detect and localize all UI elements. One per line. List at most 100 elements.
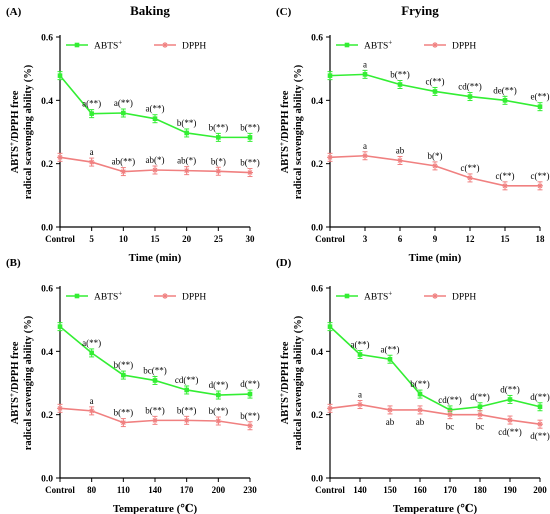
x-tick-label: 160 — [413, 485, 427, 495]
legend-marker — [432, 42, 438, 48]
data-label: b(**) — [240, 158, 260, 168]
x-tick-label: 9 — [433, 234, 438, 244]
y-tick-label: 0.6 — [311, 285, 323, 295]
legend-label-text: ABTS — [94, 42, 118, 52]
legend-label: DPPH — [452, 42, 476, 52]
data-point — [247, 422, 253, 429]
data-label: b(**) — [390, 70, 410, 80]
data-point — [362, 72, 368, 77]
x-tick-label: 200 — [212, 485, 226, 495]
data-label: b(**) — [114, 360, 134, 370]
data-label: d(**) — [530, 431, 550, 441]
data-point — [247, 391, 253, 397]
x-tick-label: 5 — [89, 234, 94, 244]
y-axis-label-sup: + — [278, 142, 286, 146]
x-tick-label: 20 — [182, 234, 192, 244]
data-point — [362, 152, 368, 159]
legend-label-sup: + — [118, 290, 122, 298]
y-axis-label-line1-rest: /DPPH free — [10, 341, 21, 394]
x-tick-label: 15 — [151, 234, 161, 244]
data-point — [152, 378, 158, 383]
data-point — [477, 404, 483, 410]
data-label: b(**) — [410, 379, 430, 389]
legend-label: ABTS+ — [94, 39, 122, 52]
chart-panel-3: (B) 0.0 0.2 0.4 0.6 Control 80 110 140 170 200 230 T… — [6, 257, 260, 514]
data-point — [507, 417, 513, 424]
data-point — [477, 411, 483, 418]
y-axis-label-line1: ABTS — [280, 397, 291, 425]
data-point — [152, 167, 158, 173]
y-axis-label-line1-rest: /DPPH free — [280, 341, 291, 394]
legend-label-sup: + — [118, 39, 122, 47]
x-tick-label: 80 — [87, 485, 97, 495]
legend-marker — [344, 293, 350, 299]
data-point — [215, 168, 222, 175]
data-point — [432, 89, 438, 94]
y-axis-label-sup: + — [8, 393, 16, 397]
x-tick-label: 18 — [536, 234, 546, 244]
y-axis-label-line1: ABTS — [10, 146, 21, 174]
data-label: b(**) — [177, 405, 197, 415]
data-label: d(**) — [500, 384, 520, 394]
data-label: b(**) — [240, 411, 260, 421]
data-label: a(**) — [381, 344, 400, 354]
x-axis-label: Temperature (℃) — [113, 503, 198, 514]
y-axis-label-line1: ABTS — [10, 397, 21, 425]
data-label: cd(**) — [458, 82, 482, 92]
x-tick-label: Control — [315, 485, 345, 495]
data-point — [537, 104, 543, 109]
data-point — [327, 324, 333, 329]
x-tick-label: 10 — [119, 234, 129, 244]
data-label: d(**) — [530, 392, 550, 402]
x-tick-label: 12 — [466, 234, 476, 244]
data-label: bc(**) — [143, 365, 167, 375]
legend-label-text: ABTS — [94, 293, 118, 303]
data-label: a — [363, 141, 367, 151]
legend-label-text: ABTS — [364, 293, 388, 303]
panel-letter: (C) — [276, 6, 292, 18]
data-label: c(**) — [531, 171, 550, 181]
data-label: a(**) — [82, 338, 101, 348]
legend-label: DPPH — [452, 293, 476, 303]
legend-marker — [162, 293, 168, 299]
legend-label-text: DPPH — [182, 42, 206, 52]
data-label: a — [358, 390, 362, 400]
y-axis-label-sup: + — [8, 142, 16, 146]
data-point — [447, 411, 453, 418]
y-tick-label: 0.2 — [311, 411, 323, 421]
data-point — [397, 82, 403, 87]
data-label: ab — [416, 417, 425, 427]
data-point — [537, 182, 543, 189]
legend-label-sup: + — [388, 290, 392, 298]
data-label: bc — [446, 422, 455, 432]
y-tick-label: 0.2 — [41, 411, 53, 421]
y-tick-label: 0.0 — [41, 475, 53, 485]
data-point — [327, 73, 333, 78]
data-label: b(*) — [428, 151, 443, 161]
data-label: d(**) — [470, 392, 490, 402]
y-axis-label: ABTS+/DPPH free — [278, 341, 291, 424]
data-label: bc — [476, 422, 485, 432]
data-label: a — [90, 396, 94, 406]
x-tick-label: 6 — [398, 234, 403, 244]
x-tick-label: 190 — [503, 485, 517, 495]
panel-letter: (D) — [276, 257, 292, 269]
x-tick-label: 170 — [180, 485, 194, 495]
y-axis-label-line1: ABTS — [280, 146, 291, 174]
data-point — [183, 417, 190, 424]
chart-title: Baking — [130, 3, 170, 18]
y-tick-label: 0.0 — [311, 224, 323, 234]
data-point — [357, 401, 363, 408]
y-tick-label: 0.6 — [41, 34, 53, 44]
data-point — [215, 418, 222, 424]
legend-label-text: ABTS — [364, 42, 388, 52]
data-point — [432, 162, 438, 169]
data-point — [184, 130, 189, 136]
data-point — [120, 419, 127, 426]
data-point — [537, 404, 543, 410]
data-point — [183, 167, 190, 174]
x-tick-label: 170 — [443, 485, 457, 495]
data-point — [152, 116, 158, 121]
data-label: a — [363, 59, 367, 69]
